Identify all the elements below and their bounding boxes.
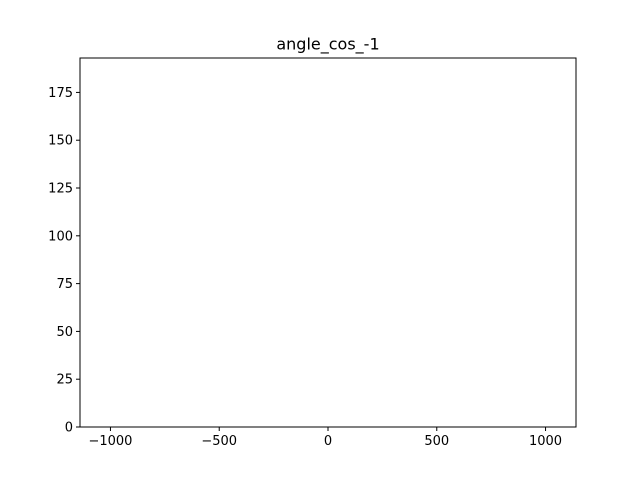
y-tick-label: 75 xyxy=(56,277,73,292)
x-tick-label: 500 xyxy=(424,434,449,449)
y-tick-label: 0 xyxy=(65,421,73,436)
y-axis-ticks: 0 25 50 75 100 125 150 175 xyxy=(48,86,80,436)
chart-title: angle_cos_-1 xyxy=(276,35,379,55)
x-tick-label: 1000 xyxy=(529,434,562,449)
plot-frame xyxy=(79,57,577,428)
x-tick-label: −1000 xyxy=(88,434,132,449)
y-tick-label: 125 xyxy=(48,182,73,197)
y-tick-label: 150 xyxy=(48,134,73,149)
x-tick-label: −500 xyxy=(201,434,237,449)
y-tick-label: 100 xyxy=(48,229,73,244)
y-tick-label: 25 xyxy=(56,373,73,388)
x-axis-ticks: −1000 −500 0 500 1000 xyxy=(88,427,562,449)
y-tick-label: 50 xyxy=(56,325,73,340)
x-tick-label: 0 xyxy=(324,434,332,449)
y-tick-label: 175 xyxy=(48,86,73,101)
